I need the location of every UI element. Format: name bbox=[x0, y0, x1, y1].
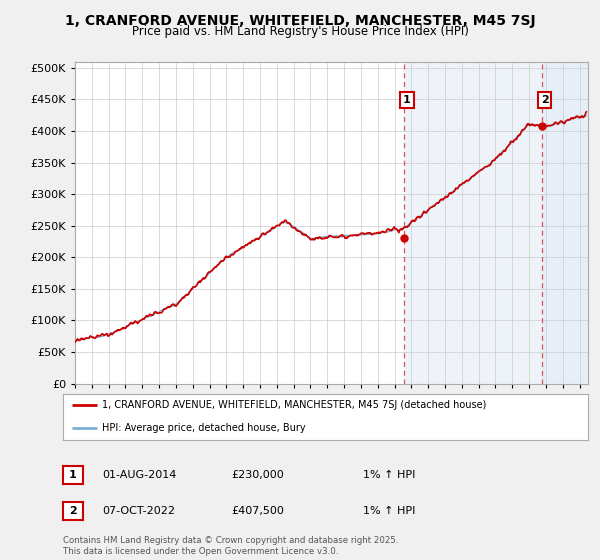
Bar bbox=[542, 62, 588, 384]
Text: 1% ↑ HPI: 1% ↑ HPI bbox=[363, 506, 415, 516]
Text: 1% ↑ HPI: 1% ↑ HPI bbox=[363, 470, 415, 480]
Text: 2: 2 bbox=[69, 506, 77, 516]
Text: 07-OCT-2022: 07-OCT-2022 bbox=[102, 506, 175, 516]
Text: 1: 1 bbox=[403, 95, 411, 105]
Text: HPI: Average price, detached house, Bury: HPI: Average price, detached house, Bury bbox=[103, 423, 306, 433]
Text: 1, CRANFORD AVENUE, WHITEFIELD, MANCHESTER, M45 7SJ (detached house): 1, CRANFORD AVENUE, WHITEFIELD, MANCHEST… bbox=[103, 400, 487, 410]
Bar bbox=[404, 62, 588, 384]
Text: Contains HM Land Registry data © Crown copyright and database right 2025.
This d: Contains HM Land Registry data © Crown c… bbox=[63, 536, 398, 556]
Text: £407,500: £407,500 bbox=[231, 506, 284, 516]
Text: Price paid vs. HM Land Registry's House Price Index (HPI): Price paid vs. HM Land Registry's House … bbox=[131, 25, 469, 38]
Text: 1: 1 bbox=[69, 470, 77, 480]
Text: 1, CRANFORD AVENUE, WHITEFIELD, MANCHESTER, M45 7SJ: 1, CRANFORD AVENUE, WHITEFIELD, MANCHEST… bbox=[65, 14, 535, 28]
Text: £230,000: £230,000 bbox=[231, 470, 284, 480]
Text: 01-AUG-2014: 01-AUG-2014 bbox=[102, 470, 176, 480]
Text: 2: 2 bbox=[541, 95, 548, 105]
